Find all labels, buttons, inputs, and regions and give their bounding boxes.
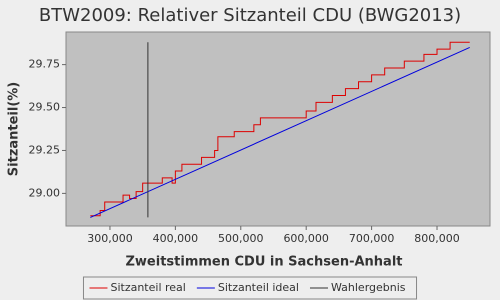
chart-title: BTW2009: Relativer Sitzanteil CDU (BWG20… — [39, 5, 461, 26]
series-line — [90, 46, 470, 218]
y-tick-label: 29.25 — [29, 143, 61, 156]
y-tick-label: 29.50 — [29, 101, 61, 114]
x-tick-label: 800,000 — [414, 232, 460, 245]
x-tick-label: 400,000 — [153, 232, 199, 245]
legend-label: Wahlergebnis — [331, 281, 406, 294]
y-tick-label: 29.00 — [29, 186, 61, 199]
legend-label: Sitzanteil ideal — [218, 281, 299, 294]
plot-area — [65, 31, 491, 227]
legend: Sitzanteil real Sitzanteil ideal Wahlergeb… — [82, 276, 418, 300]
x-tick-label: 700,000 — [349, 232, 395, 245]
y-tick-label: 29.75 — [29, 58, 61, 71]
x-tick-label: 300,000 — [87, 232, 133, 245]
legend-label: Sitzanteil real — [110, 281, 185, 294]
x-tick-label: 600,000 — [283, 232, 329, 245]
y-axis-label: Sitzanteil(%) — [7, 82, 22, 176]
x-tick-label: 500,000 — [218, 232, 264, 245]
x-axis-label: Zweitstimmen CDU in Sachsen-Anhalt — [126, 255, 403, 270]
legend-box — [82, 276, 418, 300]
